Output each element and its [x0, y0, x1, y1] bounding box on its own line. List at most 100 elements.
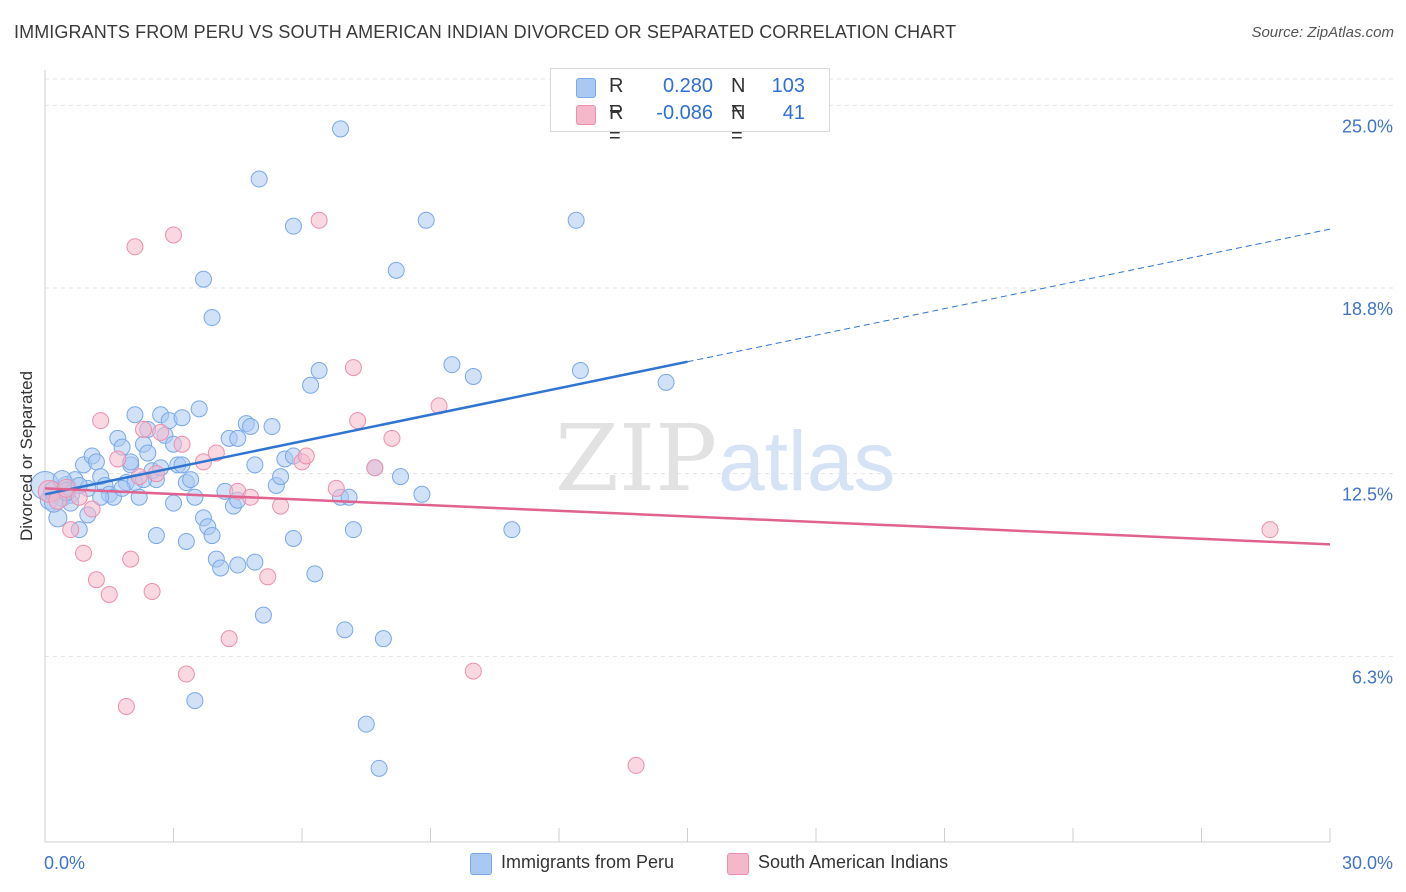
point-peru	[113, 479, 131, 497]
bottom-legend-swatch-peru	[470, 853, 492, 875]
trend-line-south-american-indian	[44, 487, 1331, 546]
source-label: Source: ZipAtlas.com	[1251, 24, 1394, 41]
y-tick-label: 12.5%	[1342, 485, 1393, 505]
point-south-american-indian	[366, 459, 384, 477]
trend-line-peru-extension	[687, 228, 1331, 363]
point-south-american-indian	[310, 211, 328, 229]
point-south-american-indian	[220, 630, 238, 648]
x-tick-label: 30.0%	[1342, 853, 1393, 873]
point-peru	[246, 553, 264, 571]
point-peru	[357, 715, 375, 733]
legend-r-value: 0.280	[662, 75, 713, 97]
point-peru	[306, 565, 324, 583]
point-south-american-indian	[173, 435, 191, 453]
point-peru	[392, 468, 410, 486]
point-peru	[147, 527, 165, 545]
stats-legend: R = 0.280 N = 103 R = -0.086 N = 41	[550, 68, 830, 147]
point-south-american-indian	[349, 412, 367, 430]
point-peru	[229, 429, 247, 447]
point-south-american-indian	[100, 585, 118, 603]
point-peru	[190, 400, 208, 418]
point-south-american-indian	[344, 359, 362, 377]
point-peru	[203, 527, 221, 545]
point-peru	[370, 759, 388, 777]
point-south-american-indian	[464, 662, 482, 680]
point-south-american-indian	[122, 550, 140, 568]
point-peru	[186, 692, 204, 710]
point-peru	[173, 409, 191, 427]
axes	[44, 70, 1331, 843]
legend-n-label: N =	[731, 102, 746, 147]
watermark-zip: ZIP	[555, 405, 717, 512]
bottom-legend-swatch-sai	[727, 853, 749, 875]
point-peru	[92, 488, 110, 506]
point-peru	[263, 418, 281, 436]
point-peru	[657, 373, 675, 391]
y-tick-label: 25.0%	[1342, 116, 1393, 136]
point-peru	[250, 170, 268, 188]
point-peru	[443, 356, 461, 374]
point-peru	[272, 468, 290, 486]
point-peru	[571, 362, 589, 380]
grid-lines	[45, 78, 1395, 657]
point-peru	[336, 621, 354, 639]
point-peru	[387, 261, 405, 279]
point-peru	[567, 211, 585, 229]
point-south-american-indian	[70, 488, 88, 506]
point-peru	[212, 559, 230, 577]
point-peru	[344, 521, 362, 539]
point-south-american-indian	[143, 583, 161, 601]
point-south-american-indian	[135, 420, 153, 438]
point-peru	[203, 309, 221, 327]
y-axis-label: Divorced or Separated	[17, 370, 36, 542]
point-south-american-indian	[87, 571, 105, 589]
point-south-american-indian	[117, 697, 135, 715]
point-south-american-indian	[259, 568, 277, 586]
point-south-american-indian	[152, 423, 170, 441]
point-peru	[246, 456, 264, 474]
point-peru	[413, 485, 431, 503]
point-south-american-indian	[327, 479, 345, 497]
point-south-american-indian	[109, 450, 127, 468]
point-peru	[177, 532, 195, 550]
y-tick-label: 6.3%	[1352, 667, 1393, 687]
chart-title: IMMIGRANTS FROM PERU VS SOUTH AMERICAN I…	[14, 22, 957, 42]
point-peru	[126, 406, 144, 424]
legend-r-value: -0.086	[656, 102, 713, 124]
point-peru	[229, 556, 247, 574]
point-peru	[194, 270, 212, 288]
point-south-american-indian	[62, 521, 80, 539]
bottom-legend-label-peru: Immigrants from Peru	[501, 852, 675, 872]
legend-swatch-peru	[576, 78, 596, 98]
legend-swatch-sai	[576, 105, 596, 125]
point-peru	[182, 471, 200, 489]
point-south-american-indian	[383, 429, 401, 447]
point-south-american-indian	[627, 756, 645, 774]
point-peru	[302, 376, 320, 394]
point-peru	[374, 630, 392, 648]
point-south-american-indian	[177, 665, 195, 683]
x-tick-label: 0.0%	[44, 853, 85, 873]
tick-labels: 6.3% 12.5% 18.8% 25.0% 0.0% 30.0%	[44, 116, 1393, 873]
point-south-american-indian	[272, 497, 290, 515]
point-peru	[186, 488, 204, 506]
point-south-american-indian	[83, 500, 101, 518]
point-peru	[139, 444, 157, 462]
point-south-american-indian	[165, 226, 182, 244]
point-peru	[503, 521, 521, 539]
y-tick-label: 18.8%	[1342, 299, 1393, 319]
legend-n-value: 103	[771, 75, 805, 97]
point-peru	[284, 530, 302, 548]
legend-n-label: N =	[731, 75, 746, 120]
point-peru	[310, 362, 328, 380]
point-peru	[165, 494, 182, 512]
point-peru	[417, 211, 435, 229]
point-peru	[332, 120, 350, 138]
legend-n-value: 41	[782, 102, 805, 124]
watermark-atlas: atlas	[718, 414, 895, 508]
legend-r-label: R =	[609, 102, 624, 147]
watermark: ZIP atlas	[555, 405, 895, 512]
point-south-american-indian	[92, 412, 110, 430]
point-south-american-indian	[126, 238, 144, 256]
